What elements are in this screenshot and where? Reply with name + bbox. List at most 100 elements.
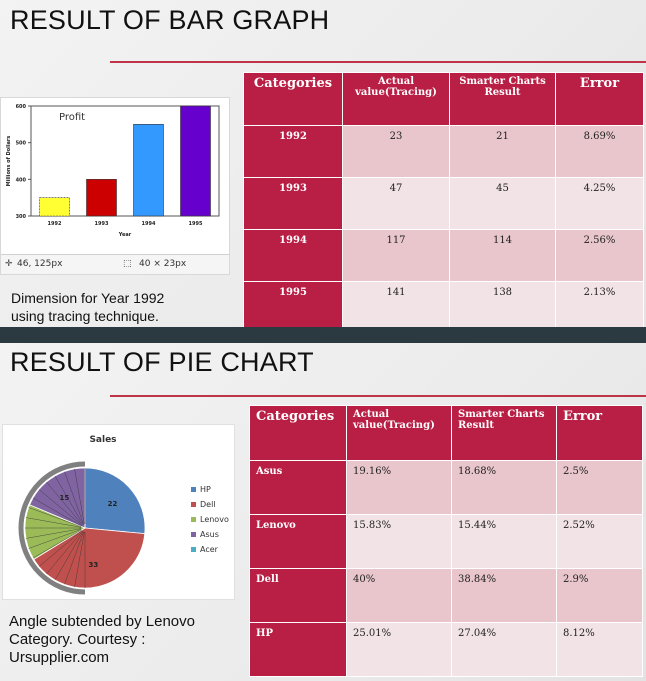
protractor-line bbox=[38, 530, 83, 567]
chart-title: Profit bbox=[59, 112, 85, 123]
legend-label: HP bbox=[200, 485, 211, 494]
protractor-line bbox=[28, 507, 82, 527]
category-cell: 1993 bbox=[243, 177, 343, 230]
crosshair-icon: ✛ bbox=[5, 259, 13, 269]
pie-chart: Sales 22 33 15 HP Dell Lenovo Asus Acer bbox=[18, 435, 229, 595]
table-row: 1995 141 138 2.13% bbox=[243, 281, 644, 327]
x-tick-label: 1994 bbox=[142, 221, 156, 227]
table-row: Lenovo 15.83% 15.44% 2.52% bbox=[249, 514, 643, 569]
protractor-line bbox=[28, 529, 82, 549]
smarter-cell: 15.44% bbox=[451, 514, 557, 569]
protractor-line bbox=[64, 471, 84, 525]
table-row: HP 25.01% 27.04% 8.12% bbox=[249, 622, 643, 677]
actual-cell: 40% bbox=[346, 568, 452, 623]
smarter-cell: 21 bbox=[449, 125, 556, 178]
protractor-line bbox=[32, 497, 82, 527]
smarter-cell: 114 bbox=[449, 229, 556, 282]
error-cell: 2.52% bbox=[556, 514, 643, 569]
slide-bar-graph: RESULT OF BAR GRAPH Profit 300 400 500 600 19… bbox=[0, 0, 646, 327]
header-error: Error bbox=[555, 72, 644, 126]
bar bbox=[86, 179, 117, 217]
protractor-arc bbox=[18, 461, 86, 595]
caption-line: Dimension for Year 1992 bbox=[11, 290, 165, 306]
protractor-line bbox=[64, 531, 84, 585]
caption-line: using tracing technique. bbox=[11, 308, 159, 324]
protractor-line bbox=[38, 489, 83, 526]
x-tick-label: 1993 bbox=[95, 221, 109, 227]
error-cell: 2.13% bbox=[555, 281, 644, 327]
header-actual: Actual value(Tracing) bbox=[346, 405, 452, 461]
actual-cell: 47 bbox=[342, 177, 450, 230]
table-row: 1994 117 114 2.56% bbox=[243, 229, 644, 282]
smarter-cell: 27.04% bbox=[451, 622, 557, 677]
chart-title: Sales bbox=[89, 435, 116, 445]
bar-chart: Profit 300 400 500 600 1992 1993 1994 1995 Year Mi… bbox=[6, 104, 220, 238]
bar bbox=[180, 105, 211, 217]
image-editor-statusbar: ✛ 46, 125px ⬚ 40 × 23px bbox=[1, 254, 229, 274]
error-cell: 8.69% bbox=[555, 125, 644, 178]
actual-cell: 23 bbox=[342, 125, 450, 178]
protractor-line bbox=[74, 468, 85, 525]
slide-pie-chart: RESULT OF PIE CHART Angle subtended by L… bbox=[0, 343, 646, 681]
legend-label: Dell bbox=[200, 500, 216, 509]
smarter-cell: 45 bbox=[449, 177, 556, 230]
pie-slice bbox=[84, 467, 146, 535]
protractor-line bbox=[46, 481, 83, 526]
results-table: Categories Actual value(Tracing) Smarter… bbox=[243, 72, 644, 327]
cursor-position: 46, 125px bbox=[17, 259, 63, 269]
legend-swatch bbox=[191, 487, 196, 492]
x-tick-label: 1992 bbox=[48, 221, 62, 227]
y-tick-label: 600 bbox=[16, 104, 27, 110]
data-label: 22 bbox=[108, 500, 118, 508]
actual-cell: 19.16% bbox=[346, 460, 452, 515]
legend-swatch bbox=[191, 547, 196, 552]
pie-slice bbox=[33, 527, 146, 589]
protractor-line bbox=[32, 529, 82, 559]
error-cell: 4.25% bbox=[555, 177, 644, 230]
bar-chart-screenshot: Profit 300 400 500 600 1992 1993 1994 1995 Year Mi… bbox=[0, 97, 230, 275]
slide-divider bbox=[0, 327, 646, 343]
actual-cell: 25.01% bbox=[346, 622, 452, 677]
y-tick-label: 500 bbox=[16, 141, 27, 147]
error-cell: 2.5% bbox=[556, 460, 643, 515]
caption-line: Category. Courtesy : bbox=[9, 631, 146, 648]
header-smarter: Smarter Charts Result bbox=[451, 405, 557, 461]
category-cell: 1995 bbox=[243, 281, 343, 327]
header-error: Error bbox=[556, 405, 643, 461]
actual-cell: 117 bbox=[342, 229, 450, 282]
error-cell: 2.9% bbox=[556, 568, 643, 623]
protractor-line bbox=[54, 475, 84, 525]
protractor-line bbox=[74, 531, 85, 588]
protractor-line bbox=[25, 517, 82, 528]
bar bbox=[39, 197, 70, 217]
table-row: 1992 23 21 8.69% bbox=[243, 125, 644, 178]
caption: Angle subtended by Lenovo Category. Cour… bbox=[9, 613, 234, 667]
category-cell: HP bbox=[249, 622, 347, 677]
title-underline bbox=[110, 395, 646, 397]
x-axis-label: Year bbox=[118, 232, 132, 238]
table-row: Dell 40% 38.84% 2.9% bbox=[249, 568, 643, 623]
table-row: Asus 19.16% 18.68% 2.5% bbox=[249, 460, 643, 515]
y-tick-label: 400 bbox=[16, 177, 27, 183]
category-cell: Asus bbox=[249, 460, 347, 515]
y-axis-label: Millions of Dollars bbox=[6, 136, 12, 187]
selection-size-icon: ⬚ bbox=[123, 259, 132, 269]
pie-chart-screenshot: Sales 22 33 15 HP Dell Lenovo Asus Acer bbox=[2, 424, 235, 600]
legend-label: Lenovo bbox=[200, 515, 229, 524]
table-row: 1993 47 45 4.25% bbox=[243, 177, 644, 230]
error-cell: 8.12% bbox=[556, 622, 643, 677]
error-cell: 2.56% bbox=[555, 229, 644, 282]
selection-size: 40 × 23px bbox=[139, 259, 187, 269]
actual-cell: 15.83% bbox=[346, 514, 452, 569]
data-label: 15 bbox=[60, 494, 70, 502]
protractor-line bbox=[54, 531, 84, 581]
category-cell: Lenovo bbox=[249, 514, 347, 569]
protractor-line bbox=[46, 530, 83, 575]
pie-slice bbox=[29, 467, 86, 529]
header-categories: Categories bbox=[249, 405, 347, 461]
legend-swatch bbox=[191, 532, 196, 537]
caption-line: Ursupplier.com bbox=[9, 649, 110, 666]
legend-label: Asus bbox=[200, 530, 219, 539]
data-label: 33 bbox=[89, 561, 99, 569]
header-categories: Categories bbox=[243, 72, 343, 126]
